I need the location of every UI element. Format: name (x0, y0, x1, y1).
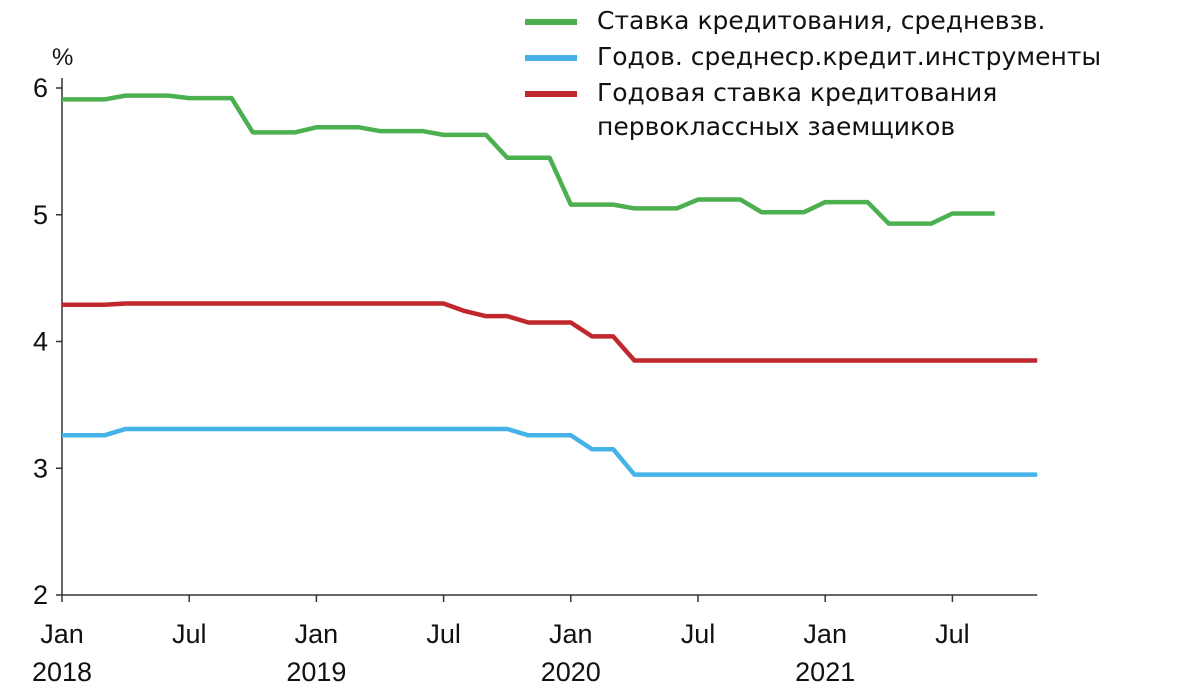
x-tick-label: Jul (426, 619, 461, 649)
legend-swatch (525, 55, 577, 61)
legend-label: Годов. среднеср.кредит.инструменты (597, 42, 1102, 71)
legend-label: Ставка кредитования, средневзв. (597, 6, 1046, 35)
legend-swatch (525, 91, 577, 97)
y-tick-label: 6 (33, 73, 48, 103)
y-tick-label: 2 (33, 580, 48, 610)
legend-label: Годовая ставка кредитования первоклассны… (597, 78, 998, 141)
y-tick-label: 4 (33, 327, 48, 357)
legend-item: Годов. среднеср.кредит.инструменты (525, 40, 1185, 74)
legend-item: Годовая ставка кредитования первоклассны… (525, 76, 1185, 144)
x-tick-label: Jan 2018 (32, 619, 92, 687)
x-tick-label: Jul (172, 619, 207, 649)
x-tick-label: Jan 2021 (795, 619, 855, 687)
series-line (62, 426, 1038, 477)
legend-swatch (525, 19, 577, 25)
series-line (62, 93, 995, 226)
series-line (62, 301, 1038, 363)
y-tick-label: 5 (33, 200, 48, 230)
x-tick-label: Jan 2020 (541, 619, 601, 687)
x-tick-label: Jan 2019 (286, 619, 346, 687)
legend: Ставка кредитования, средневзв. Годов. ср… (525, 4, 1185, 146)
x-tick-label: Jul (935, 619, 970, 649)
y-tick-label: 3 (33, 453, 48, 483)
x-tick-label: Jul (681, 619, 716, 649)
legend-item: Ставка кредитования, средневзв. (525, 4, 1185, 38)
y-axis-label: % (52, 44, 73, 71)
